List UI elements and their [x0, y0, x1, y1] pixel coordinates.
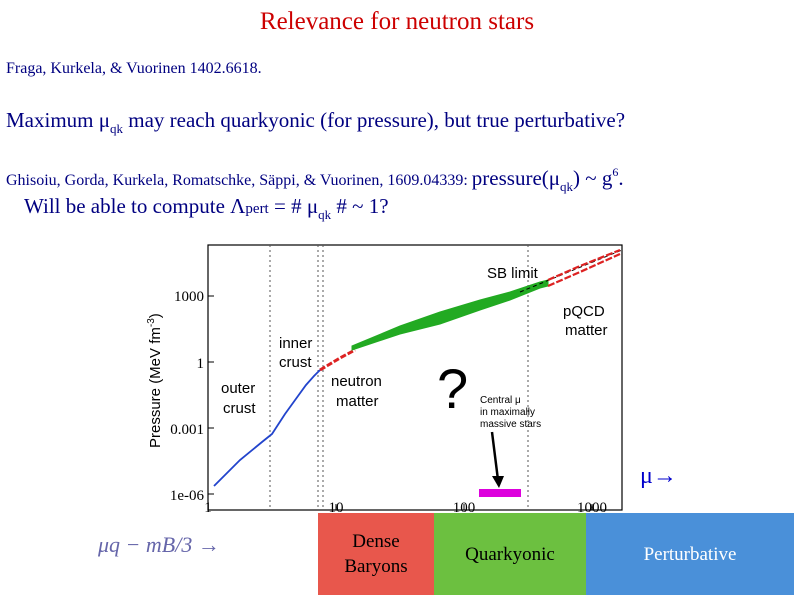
line3-post: # ~ 1? [331, 194, 389, 218]
region-quarkyonic: Quarkyonic [434, 513, 586, 595]
pressure-statement: Ghisoiu, Gorda, Kurkela, Romatschke, Säp… [6, 165, 624, 194]
central-mu-label-1: Central μ [480, 395, 521, 406]
xtick-1000: 1000 [577, 500, 607, 516]
line2-post: . [618, 166, 624, 190]
ytick-1: 1 [197, 356, 205, 372]
central-mu-label-2: in maximally [480, 407, 535, 418]
outer-crust-label-2: crust [223, 400, 256, 417]
question-mark: ? [437, 357, 468, 420]
region-dense-line2: Baryons [344, 556, 408, 577]
pressure-plot: 1000 1 0.001 1e-06 1 10 100 1000 Pressur… [146, 244, 623, 516]
ytick-0001: 0.001 [170, 422, 204, 438]
sb-limit-line [519, 249, 623, 293]
line2-sub: qk [560, 179, 574, 194]
xtick-1: 1 [204, 500, 212, 516]
plot-frame [207, 244, 623, 511]
ytick-1000: 1000 [174, 289, 204, 305]
pqcd-label-2: matter [565, 322, 608, 339]
region-dense-line1: Dense [352, 531, 400, 552]
line1-sub: qk [110, 121, 124, 136]
max-mu-statement: Maximum μqk may reach quarkyonic (for pr… [6, 108, 626, 136]
line3-sub: qk [318, 207, 332, 222]
line2-pre: pressure(μ [471, 166, 561, 190]
line3-sub-small: pert [245, 201, 269, 217]
line3-pre: Will be able to compute Λ [24, 194, 246, 218]
central-mu-arrowhead [492, 476, 504, 488]
inner-crust-label-1: inner [279, 335, 312, 352]
central-mu-arrow [490, 431, 500, 481]
mu-arrow-label: μ→ [640, 463, 677, 489]
nuclear-curve [319, 348, 356, 372]
slide-title: Relevance for neutron stars [259, 8, 535, 35]
line2-sup: 6 [612, 165, 619, 179]
pqcd-curve [547, 248, 621, 288]
central-mu-marker [479, 489, 521, 497]
line2-mid: ) ~ g [573, 166, 613, 190]
xtick-10: 10 [329, 500, 344, 516]
mu-formula: μq − mB/3 → [98, 532, 220, 557]
reference-fraga: Fraga, Kurkela, & Vuorinen 1402.6618. [6, 60, 262, 77]
line1-post: may reach quarkyonic (for pressure), but… [123, 108, 626, 132]
neutron-matter-label-1: neutron [331, 373, 382, 390]
crust-curve [213, 369, 321, 487]
neutron-matter-label-2: matter [336, 393, 379, 410]
inner-crust-label-2: crust [279, 354, 312, 371]
axis-ticks [208, 295, 593, 510]
central-mu-label-3: massive stars [480, 419, 541, 430]
sb-limit-label: SB limit [487, 265, 539, 282]
region-dense-baryons: Dense Baryons [318, 513, 434, 595]
reference-ghisoiu: Ghisoiu, Gorda, Kurkela, Romatschke, Säp… [6, 172, 472, 189]
ytick-1e-06: 1e-06 [170, 488, 205, 504]
line1-pre: Maximum μ [6, 108, 111, 132]
lambda-question: Will be able to compute Λpert = # μqk # … [24, 194, 389, 222]
outer-crust-label-1: outer [221, 380, 255, 397]
pqcd-label-1: pQCD [563, 303, 605, 320]
xtick-100: 100 [453, 500, 476, 516]
y-axis-label: Pressure (MeV fm-3) [146, 313, 164, 448]
line3-mid: = # μ [268, 194, 319, 218]
region-perturbative: Perturbative [586, 513, 794, 595]
uncertainty-band [351, 279, 549, 351]
